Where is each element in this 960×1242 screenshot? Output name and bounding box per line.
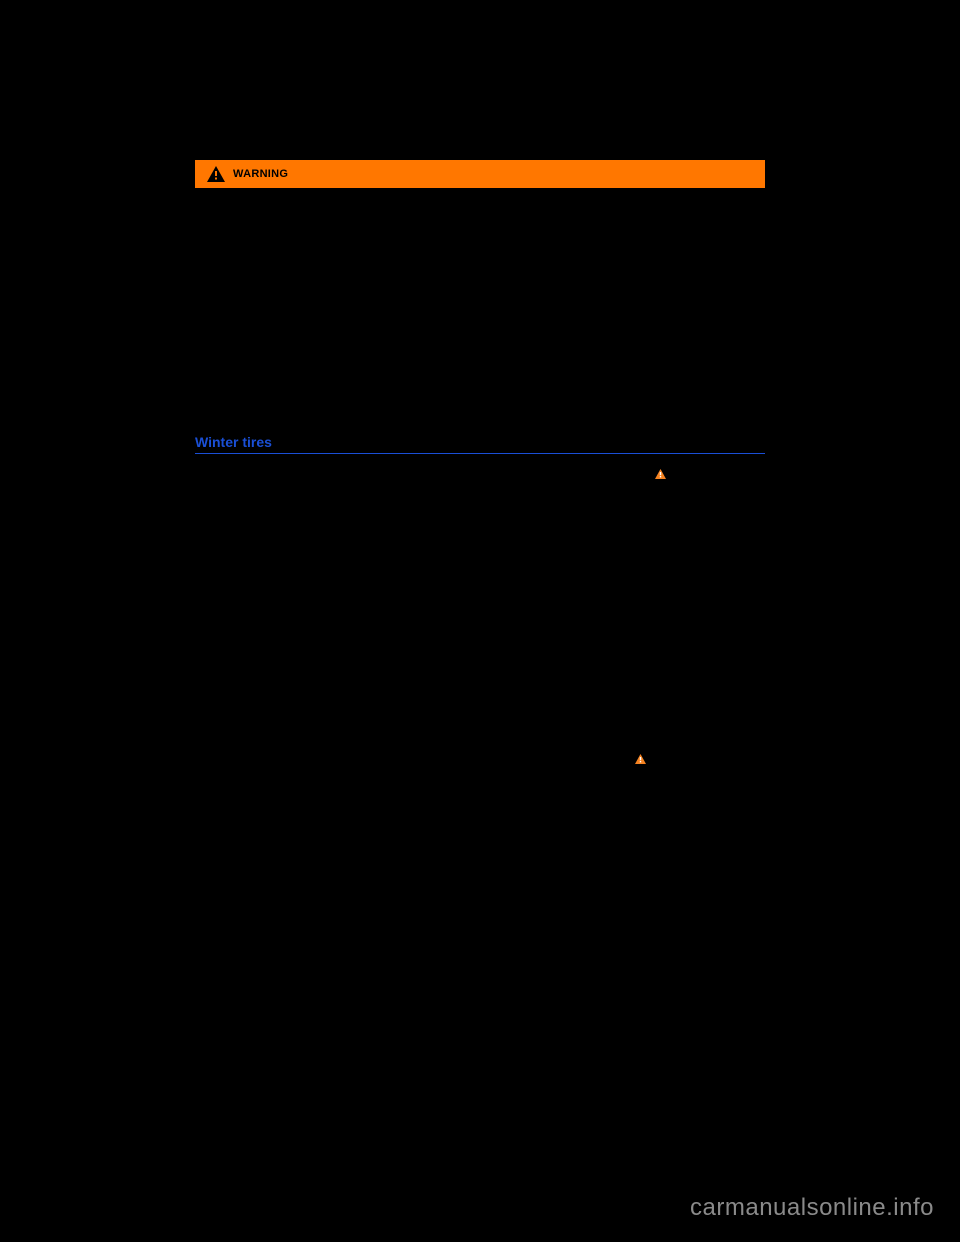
warning-triangle-small-icon [635, 755, 646, 765]
watermark-text: carmanualsonline.info [690, 1194, 934, 1222]
warning-triangle-small-icon [655, 470, 666, 480]
warning-banner: WARNING [195, 160, 765, 188]
intro-line [195, 468, 765, 484]
section-heading-winter-tires: Winter tires [195, 434, 765, 454]
warning-triangle-icon [207, 166, 225, 182]
warning-label: WARNING [233, 168, 288, 180]
spacer [195, 194, 765, 434]
body-row-with-icon [195, 754, 765, 768]
manual-page: WARNING Winter tires [195, 160, 765, 768]
